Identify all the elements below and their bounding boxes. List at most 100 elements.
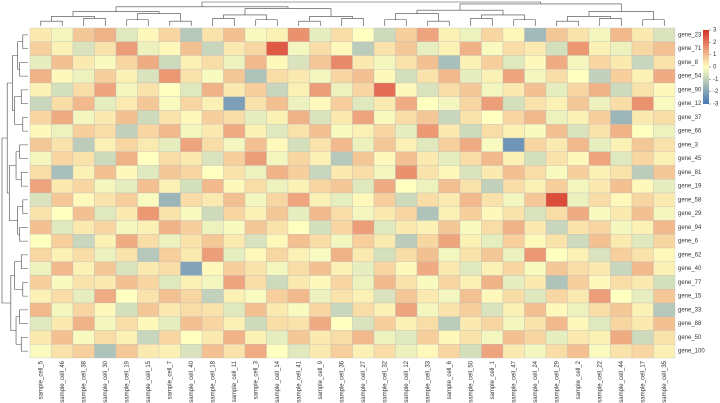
heatmap-cell: [352, 234, 375, 249]
heatmap-cell: [373, 55, 396, 70]
heatmap-cell: [223, 165, 246, 180]
heatmap-cell: [180, 192, 203, 207]
heatmap-cell: [416, 330, 439, 345]
heatmap-cell: [180, 151, 203, 166]
heatmap-cell: [266, 165, 289, 180]
heatmap-cell: [330, 330, 353, 345]
heatmap-cell: [287, 192, 310, 207]
heatmap-cell: [330, 110, 353, 125]
heatmap-cell: [352, 289, 375, 304]
heatmap-cell: [395, 289, 418, 304]
column-label: sample_cell_47: [511, 360, 517, 402]
heatmap-cell: [653, 275, 676, 290]
heatmap-cell: [567, 82, 590, 97]
heatmap-cell: [201, 206, 224, 221]
heatmap-cell: [459, 206, 482, 221]
heatmap-cell: [330, 275, 353, 290]
heatmap-cell: [653, 124, 676, 139]
heatmap-cell: [158, 275, 181, 290]
heatmap-cell: [395, 275, 418, 290]
heatmap-cell: [115, 344, 138, 359]
heatmap-cell: [330, 69, 353, 84]
heatmap-cell: [158, 344, 181, 359]
heatmap-cell: [115, 220, 138, 235]
heatmap-cell: [180, 69, 203, 84]
heatmap-cell: [287, 220, 310, 235]
heatmap-cell: [567, 179, 590, 194]
heatmap-cell: [524, 69, 547, 84]
heatmap-cell: [94, 137, 117, 152]
dendrogram-branch: [20, 89, 28, 104]
heatmap-cell: [287, 96, 310, 111]
heatmap-cell: [610, 330, 633, 345]
heatmap-cell: [29, 206, 52, 221]
heatmap-cell: [567, 124, 590, 139]
heatmap-cell: [545, 247, 568, 262]
heatmap-cell: [653, 234, 676, 249]
heatmap-cell: [115, 137, 138, 152]
heatmap-cell: [352, 27, 375, 42]
heatmap-cell: [459, 247, 482, 262]
row-label: gene_88: [678, 321, 702, 327]
heatmap-cell: [137, 179, 160, 194]
heatmap-cell: [438, 41, 461, 56]
heatmap-cell: [588, 96, 611, 111]
heatmap-cell: [653, 179, 676, 194]
heatmap-cell: [373, 27, 396, 42]
heatmap-cell: [266, 206, 289, 221]
heatmap-cell: [502, 165, 525, 180]
heatmap-cell: [223, 96, 246, 111]
heatmap-cell: [352, 96, 375, 111]
heatmap-cell: [244, 192, 267, 207]
heatmap-cell: [653, 96, 676, 111]
heatmap-cell: [567, 316, 590, 331]
heatmap-cell: [438, 137, 461, 152]
dendrogram-branch: [470, 18, 493, 26]
row-label: gene_81: [678, 170, 702, 176]
heatmap-cell: [51, 206, 74, 221]
heatmap-cell: [180, 344, 203, 359]
heatmap-cell: [588, 137, 611, 152]
heatmap-cell: [29, 124, 52, 139]
heatmap-cell: [610, 96, 633, 111]
heatmap-cell: [502, 234, 525, 249]
heatmap-cell: [352, 330, 375, 345]
heatmap-cell: [395, 41, 418, 56]
heatmap-cell: [94, 247, 117, 262]
heatmap-cell: [524, 82, 547, 97]
heatmap-cell: [438, 27, 461, 42]
heatmap-cell: [373, 69, 396, 84]
heatmap-cell: [524, 344, 547, 359]
heatmap-cell: [610, 275, 633, 290]
heatmap-cell: [588, 316, 611, 331]
heatmap-cell: [416, 27, 439, 42]
heatmap-cell: [72, 165, 95, 180]
heatmap-cell: [330, 82, 353, 97]
heatmap-cell: [330, 55, 353, 70]
heatmap-cell: [588, 41, 611, 56]
heatmap-cell: [309, 165, 332, 180]
heatmap-cell: [266, 124, 289, 139]
heatmap-cell: [610, 344, 633, 359]
heatmap-cell: [244, 234, 267, 249]
heatmap-cell: [266, 302, 289, 317]
heatmap-cell: [610, 69, 633, 84]
heatmap-cell: [223, 316, 246, 331]
heatmap-cell: [524, 261, 547, 276]
heatmap-cell: [524, 192, 547, 207]
heatmap-cell: [72, 96, 95, 111]
heatmap-cell: [502, 96, 525, 111]
heatmap-cell: [373, 330, 396, 345]
heatmap-cell: [72, 179, 95, 194]
heatmap-cell: [287, 289, 310, 304]
heatmap-cell: [137, 151, 160, 166]
row-label: gene_62: [678, 252, 702, 258]
heatmap-cell: [459, 302, 482, 317]
dendrogram-branch: [15, 151, 22, 180]
heatmap-cell: [524, 206, 547, 221]
heatmap-cell: [94, 165, 117, 180]
heatmap-cell: [395, 302, 418, 317]
heatmap-cell: [481, 344, 504, 359]
heatmap-cell: [653, 82, 676, 97]
column-label: sample_cell_17: [640, 360, 646, 402]
